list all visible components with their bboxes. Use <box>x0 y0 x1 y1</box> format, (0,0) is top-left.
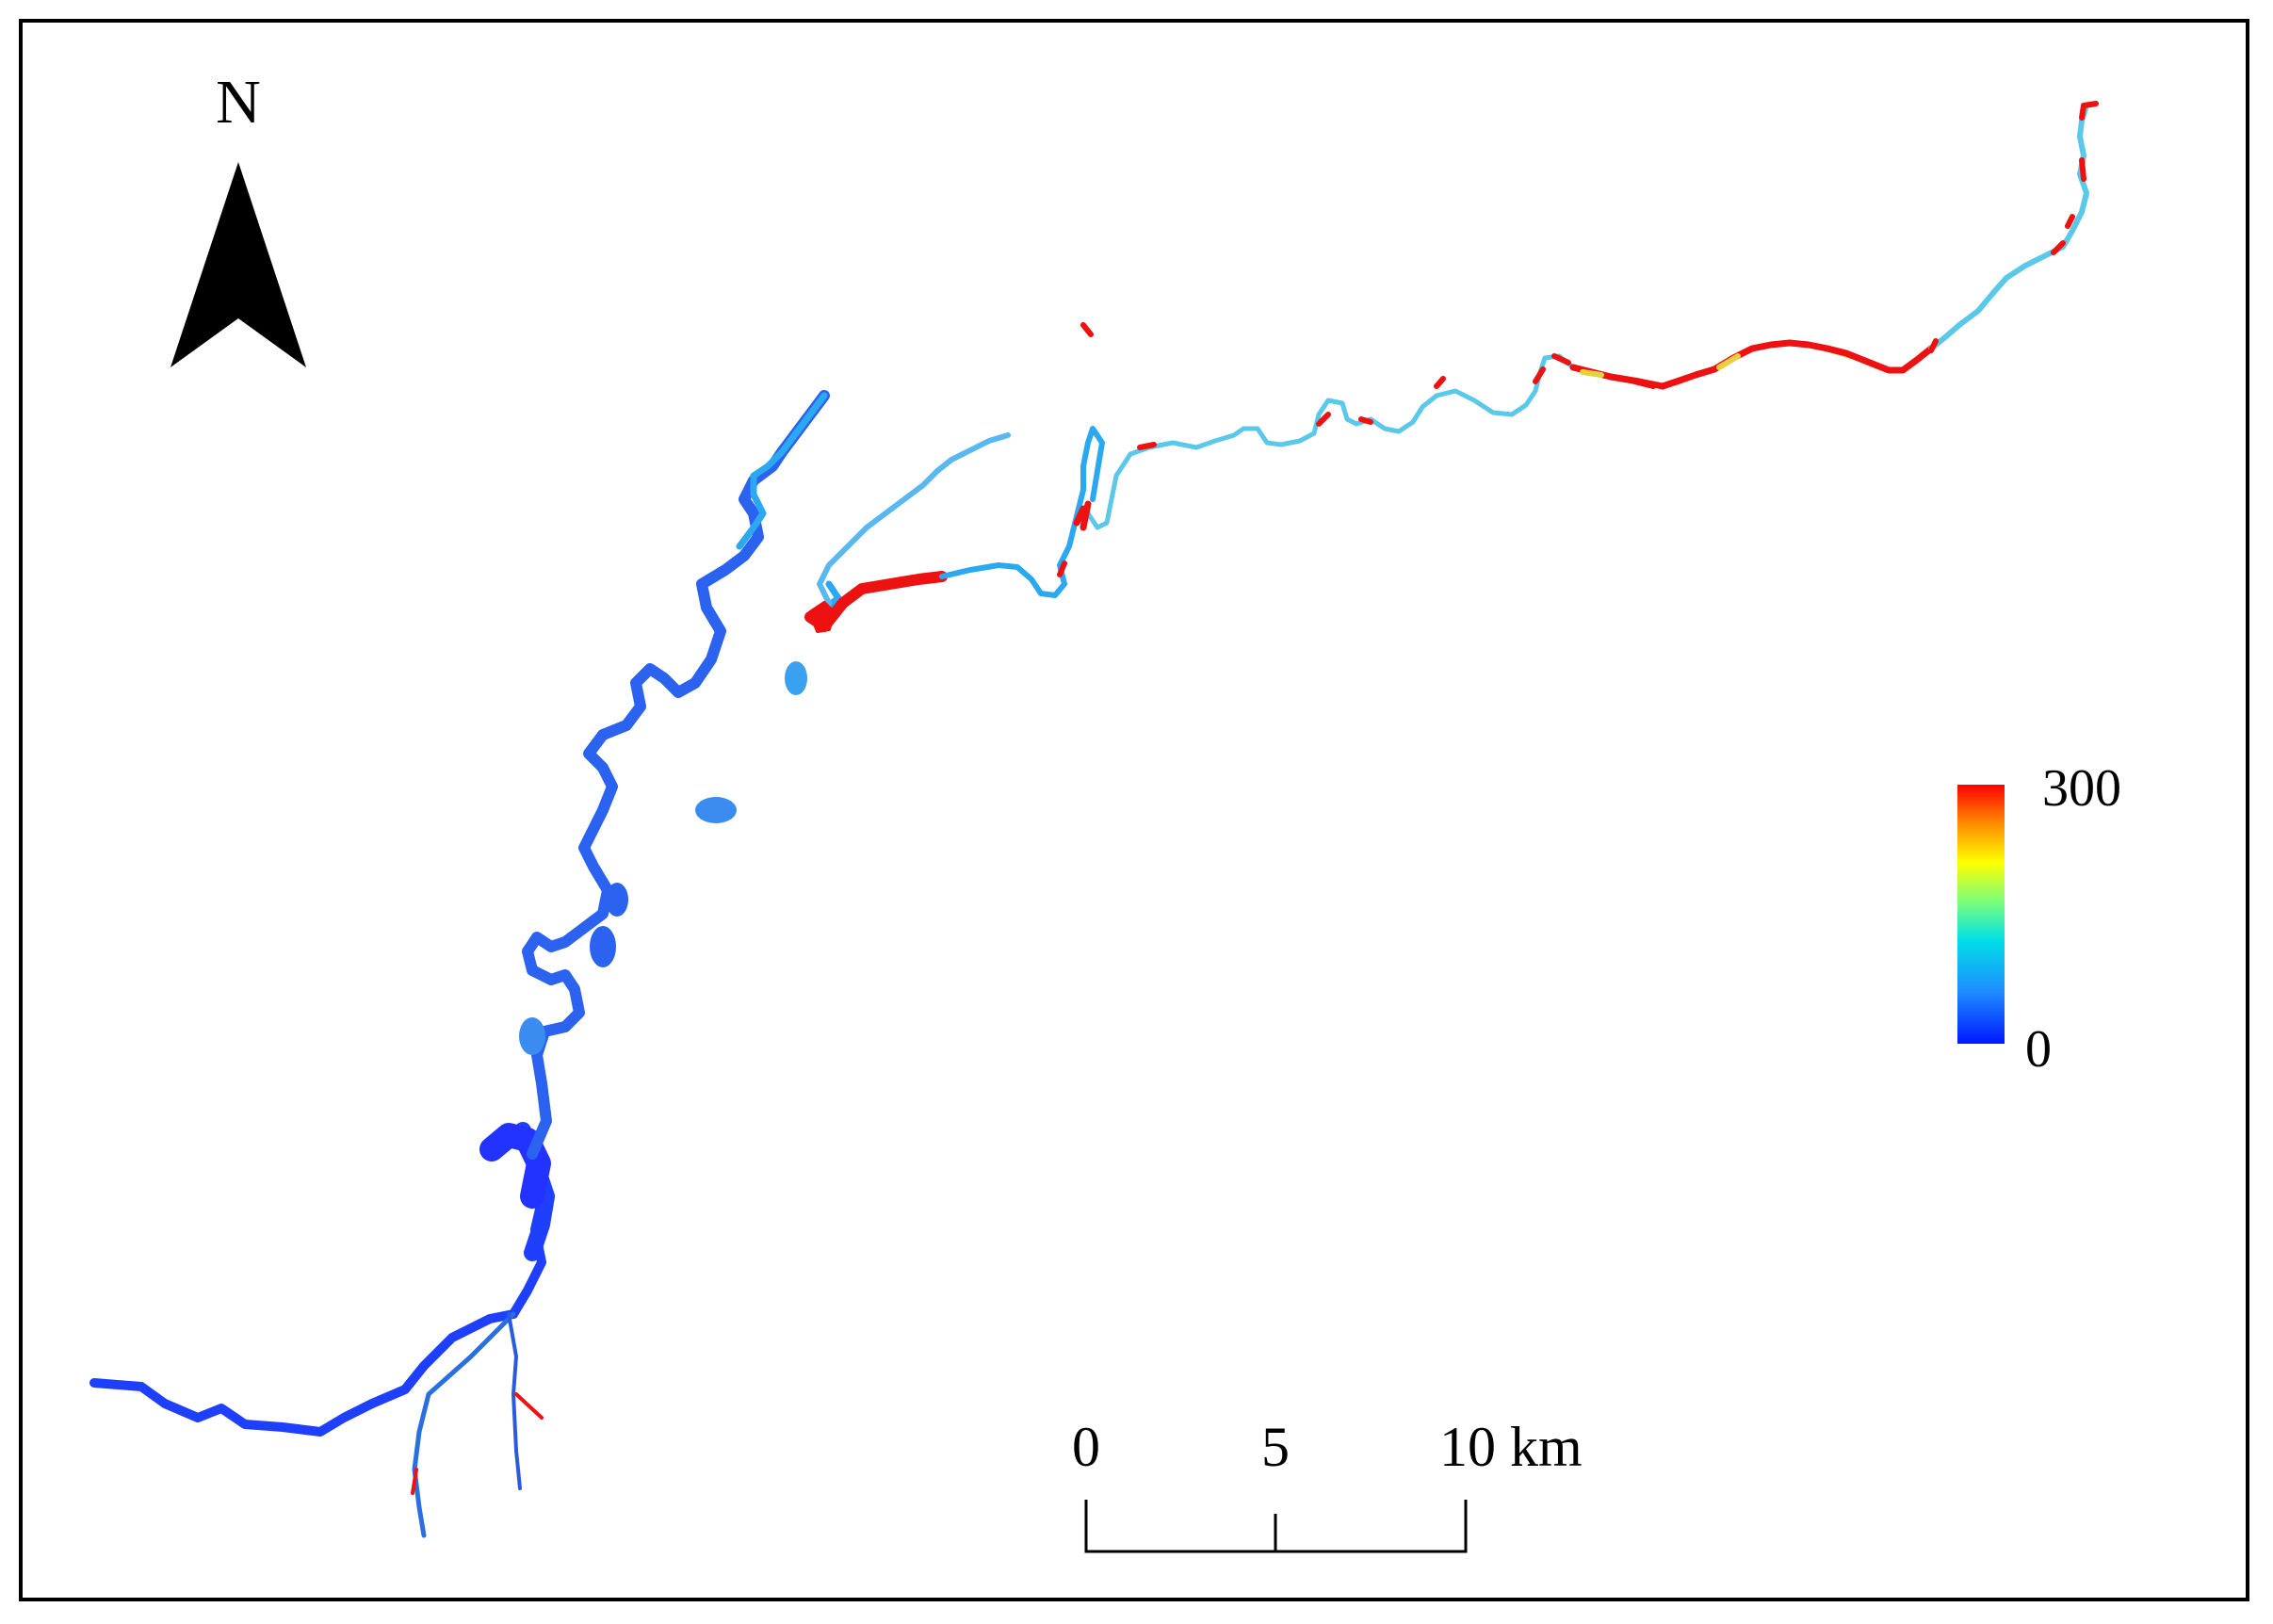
river-segment-u5 <box>1569 339 1831 390</box>
river-red-4 <box>2051 101 2099 255</box>
scale-tick-label-10: 10 km <box>1439 1416 1583 1478</box>
tributary-west-red <box>411 1468 418 1495</box>
scale-tick-label-0: 0 <box>1072 1416 1100 1478</box>
river-blob-2 <box>519 1017 545 1055</box>
legend-color-ramp <box>1957 785 2005 1044</box>
river-red-3 <box>1073 500 1092 531</box>
north-arrow: N <box>170 68 306 367</box>
river-network <box>89 101 2099 1538</box>
legend-min-label: 0 <box>2025 1020 2052 1079</box>
river-blob-3 <box>695 797 737 823</box>
river-blob-4 <box>785 661 807 695</box>
tributary-east <box>507 1312 522 1490</box>
river-segment-u2 <box>939 506 1081 598</box>
tributary-west <box>412 1311 516 1538</box>
river-blob-6 <box>606 883 628 917</box>
north-label: N <box>216 68 261 137</box>
north-arrow-icon <box>170 162 306 367</box>
river-red-5 <box>1632 338 1939 389</box>
river-blob-5 <box>590 926 616 967</box>
legend-max-label: 300 <box>2042 759 2121 818</box>
river-segment-u6 <box>1824 345 1935 374</box>
river-segment-middle <box>522 390 830 1160</box>
river-red-patch <box>808 601 836 633</box>
tributary-east-red <box>514 1392 544 1420</box>
scale-bar: 0 5 10 km <box>1072 1416 1583 1553</box>
map-frame <box>19 19 2249 1601</box>
river-segment-lower <box>89 1149 546 1437</box>
river-red-2 <box>1057 322 1571 577</box>
river-segment-u7 <box>1928 101 2099 351</box>
river-segment-u3 <box>1076 353 1576 530</box>
river-segment-upper-main <box>817 432 1011 629</box>
scale-tick-label-5: 5 <box>1261 1416 1290 1478</box>
river-segment-blob-1 <box>479 1123 551 1209</box>
river-segment-u4 <box>1076 426 1105 512</box>
scale-bar-line <box>1084 1500 1468 1553</box>
legend: 300 0 <box>1957 759 2121 1079</box>
